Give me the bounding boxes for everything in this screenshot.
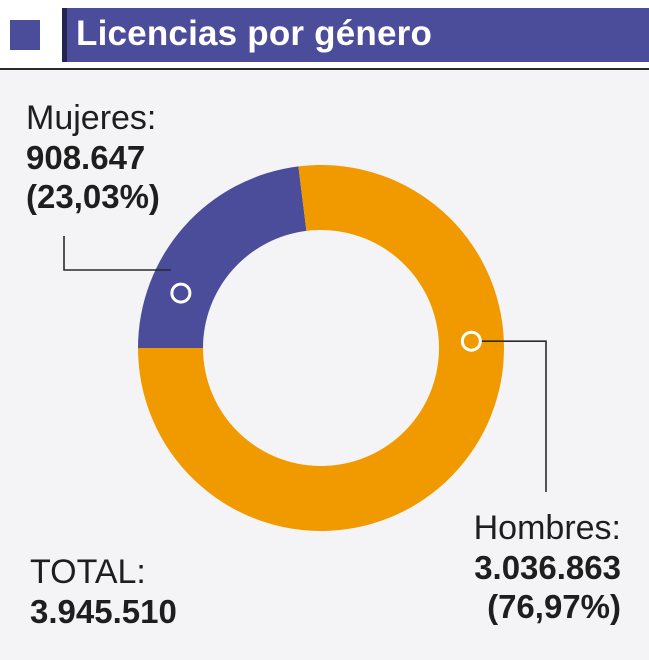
hombres-label-block: Hombres: 3.036.863 (76,97%): [474, 508, 621, 626]
mujeres-marker: [170, 282, 192, 304]
mujeres-leader-line: [63, 236, 171, 271]
total-label: TOTAL:: [30, 553, 146, 591]
header-square-icon: [10, 20, 40, 50]
mujeres-label-block: Mujeres: 908.647 (23,03%): [26, 98, 160, 216]
title-bar-accent: [62, 8, 67, 62]
total-value: 3.945.510: [30, 593, 177, 630]
total-block: TOTAL: 3.945.510: [30, 552, 177, 631]
title-bar: Licencias por género: [62, 8, 649, 62]
header-divider: [0, 68, 649, 70]
hombres-marker: [460, 330, 482, 352]
mujeres-percent: (23,03%): [26, 178, 160, 215]
mujeres-value: 908.647: [26, 139, 146, 176]
hombres-percent: (76,97%): [487, 588, 621, 625]
donut-slice-mujeres: [138, 166, 307, 348]
chart-title: Licencias por género: [76, 14, 433, 53]
hombres-leader-line: [481, 340, 547, 492]
mujeres-name: Mujeres:: [26, 99, 157, 137]
hombres-value: 3.036.863: [474, 549, 621, 586]
chart-header: Licencias por género: [0, 0, 649, 68]
donut-slice-hombres: [138, 165, 504, 532]
hombres-name: Hombres:: [473, 509, 621, 547]
